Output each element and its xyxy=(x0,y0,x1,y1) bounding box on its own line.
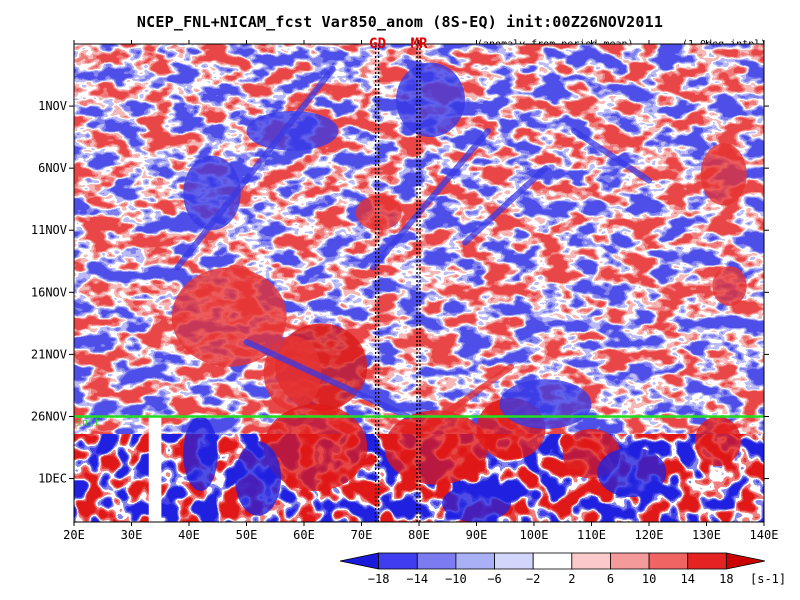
vorticity-streak-2 xyxy=(462,165,549,246)
colorbar-tick-label: −6 xyxy=(487,572,501,586)
vorticity-streak-5 xyxy=(439,363,514,420)
colorbar-tick-label: 10 xyxy=(642,572,656,586)
x-tick-label: 100E xyxy=(520,528,549,542)
y-axis: 1NOV 6NOV 11NOV 16NOV 21NOV 26NOV 1DEC xyxy=(31,99,769,486)
y-tick-label: 11NOV xyxy=(31,223,67,237)
vorticity-feature-7 xyxy=(384,410,488,485)
vorticity-feature-15 xyxy=(499,379,592,429)
vorticity-feature-11 xyxy=(235,441,281,516)
x-tick-label: 70E xyxy=(351,528,373,542)
y-tick-label: 6NOV xyxy=(38,161,67,175)
colorbar-segment xyxy=(687,552,727,570)
colorbar-tick-label: 14 xyxy=(681,572,695,586)
vorticity-feature-10 xyxy=(695,416,741,467)
colorbar-segment xyxy=(571,552,611,570)
y-tick-label: 21NOV xyxy=(31,347,67,361)
x-tick-label: 110E xyxy=(577,528,606,542)
x-tick-label: 30E xyxy=(121,528,143,542)
missing-data-band xyxy=(148,416,162,522)
colorbar-segment xyxy=(378,552,418,570)
vorticity-streak-1 xyxy=(370,127,491,271)
colorbar-segment xyxy=(610,552,650,570)
vorticity-streak-3 xyxy=(571,127,652,184)
x-tick-label: 80E xyxy=(408,528,430,542)
chart-title: NCEP_FNL+NICAM_fcst Var850_anom (8S-EQ) … xyxy=(137,13,663,31)
colorbar-segment xyxy=(416,552,457,570)
x-tick-label: 90E xyxy=(466,528,488,542)
vorticity-streak-0 xyxy=(174,65,336,271)
vorticity-feature-17 xyxy=(396,62,465,138)
plot-area xyxy=(74,44,764,522)
colorbar-segment xyxy=(455,552,495,570)
x-tick-label: 40E xyxy=(178,528,200,542)
colorbar-arrow-high xyxy=(725,552,766,570)
colorbar-tick-label: 6 xyxy=(607,572,614,586)
vorticity-feature-12 xyxy=(183,416,218,491)
vorticity-feature-13 xyxy=(442,484,511,522)
colorbar-tick-label: 2 xyxy=(568,572,575,586)
y-tick-label: 1DEC xyxy=(38,472,67,486)
x-axis: 20E 30E 40E 50E 60E 70E 80E 90E 100E 110E 120E 130E… xyxy=(63,40,778,542)
colorbar-unit: [s-1] xyxy=(750,572,786,586)
colorbar-tick-label: −10 xyxy=(445,572,467,586)
x-tick-label: 130E xyxy=(692,528,721,542)
colorbar-tick-label: −18 xyxy=(368,572,390,586)
colorbar-segment xyxy=(648,552,689,570)
x-tick-label: 60E xyxy=(293,528,315,542)
x-tick-label: 140E xyxy=(750,528,779,542)
colorbar-tick-label: −2 xyxy=(526,572,540,586)
x-tick-label: 20E xyxy=(63,528,85,542)
colorbar-tick-label: 18 xyxy=(719,572,733,586)
vorticity-feature-18 xyxy=(183,155,241,231)
colorbar-segment xyxy=(532,552,573,570)
vorticity-feature-0 xyxy=(171,267,287,367)
y-tick-label: 16NOV xyxy=(31,285,67,299)
vorticity-feature-5 xyxy=(712,266,747,306)
colorbar: −18 −14 −10 −6 −2 2 6 10 14 18 xyxy=(339,552,766,586)
marker-label-gd: GD xyxy=(369,36,386,52)
vorticity-feature-14 xyxy=(597,447,667,498)
colorbar-segment xyxy=(494,552,534,570)
vorticity-feature-6 xyxy=(263,404,368,491)
x-tick-label: 50E xyxy=(236,528,258,542)
y-tick-label: 1NOV xyxy=(38,99,67,113)
vorticity-feature-16 xyxy=(246,111,339,151)
vorticity-feature-4 xyxy=(700,143,747,206)
x-tick-label: 120E xyxy=(635,528,664,542)
vorticity-streak-4 xyxy=(243,338,411,420)
colorbar-arrow-low xyxy=(339,552,380,570)
colorbar-tick-label: −14 xyxy=(406,572,428,586)
vorticity-features xyxy=(171,62,747,522)
init-label: init xyxy=(76,417,100,428)
y-tick-label: 26NOV xyxy=(31,409,67,423)
